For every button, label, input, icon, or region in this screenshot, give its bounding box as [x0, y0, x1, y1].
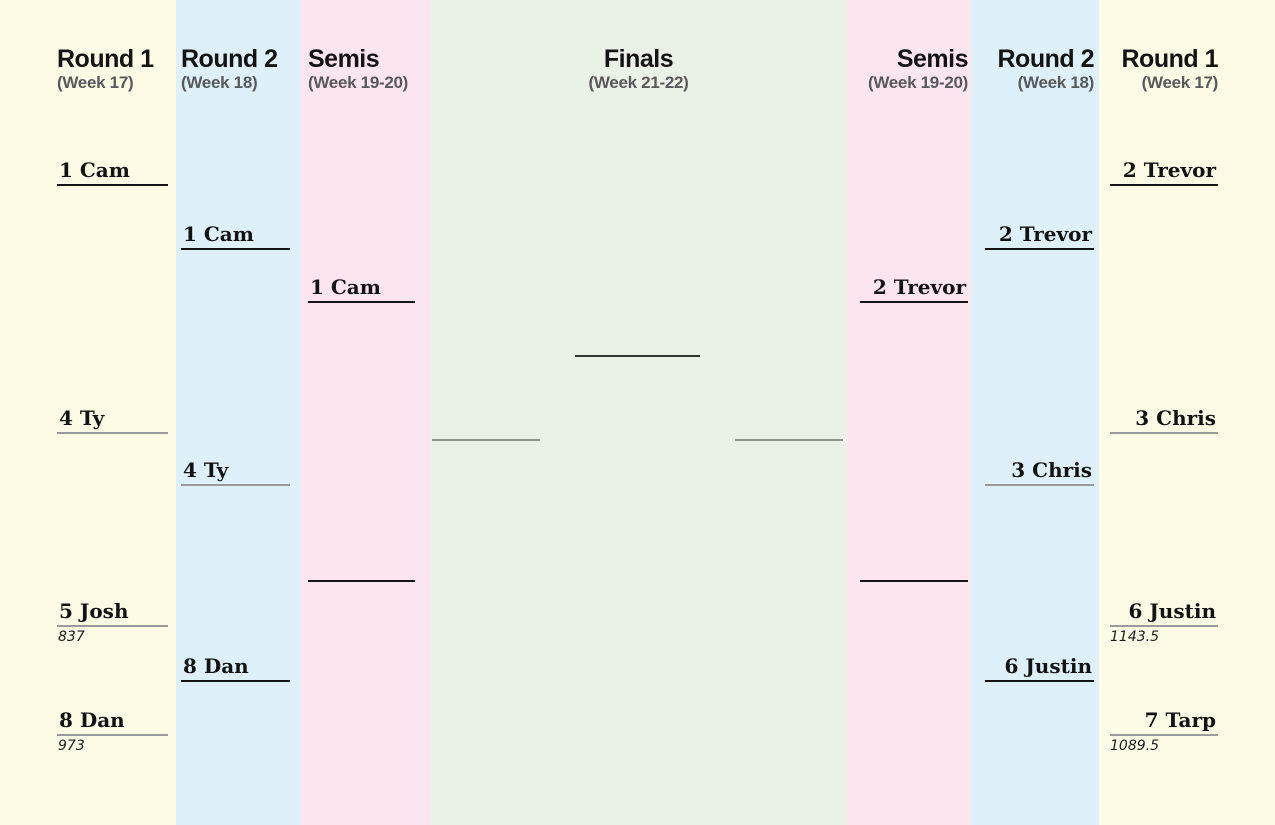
slot-right-r2-trevor-name: 2 Trevor [985, 219, 1094, 250]
header-left-round1-week: (Week 17) [57, 73, 134, 92]
slot-right-r2-chris: 3 Chris [985, 455, 1094, 486]
slot-right-r1-tarp-name: 7 Tarp [1110, 705, 1218, 736]
column-bg-finals [430, 0, 847, 825]
slot-right-r1-justin-score: 1143.5 [1110, 629, 1159, 645]
slot-champion-line [575, 355, 700, 357]
slot-left-r1-ty: 4 Ty [57, 403, 168, 434]
slot-left-r2-cam: 1 Cam [181, 219, 290, 250]
header-right-round1: Round 1 (Week 17) [1060, 45, 1219, 93]
column-bg-left-semis [301, 0, 430, 825]
slot-right-semis-trevor: 2 Trevor [860, 272, 968, 303]
header-finals-title: Finals [603, 45, 674, 73]
slot-left-r2-ty: 4 Ty [181, 455, 290, 486]
slot-right-r1-tarp: 7 Tarp 1089.5 [1110, 705, 1218, 753]
header-finals-week: (Week 21-22) [588, 73, 689, 92]
header-right-semis-week: (Week 19-20) [867, 73, 968, 92]
slot-right-r2-chris-name: 3 Chris [985, 455, 1094, 486]
column-bg-left-round2 [176, 0, 301, 825]
slot-right-r2-justin-name: 6 Justin [985, 651, 1094, 682]
slot-left-r2-dan-name: 8 Dan [181, 651, 290, 682]
slot-left-r2-ty-name: 4 Ty [181, 455, 290, 486]
header-finals: Finals (Week 21-22) [430, 46, 847, 93]
slot-right-r1-trevor-name: 2 Trevor [1110, 155, 1218, 186]
slot-right-r1-justin: 6 Justin 1143.5 [1110, 596, 1218, 644]
header-right-round2-week: (Week 18) [1017, 73, 1095, 92]
slot-left-semis-tbd-line [308, 580, 415, 582]
header-right-round2: Round 2 (Week 18) [936, 45, 1095, 93]
header-left-semis-week: (Week 19-20) [308, 73, 409, 92]
slot-left-r1-dan-score: 973 [58, 738, 85, 754]
column-bg-right-round1 [1099, 0, 1275, 825]
slot-left-finalist-line [432, 439, 540, 441]
slot-left-r1-ty-name: 4 Ty [57, 403, 168, 434]
slot-left-r1-josh-score: 837 [58, 629, 85, 645]
slot-right-r2-justin: 6 Justin [985, 651, 1094, 682]
slot-left-r2-cam-name: 1 Cam [181, 219, 290, 250]
column-bg-left-round1 [0, 0, 176, 825]
header-right-round1-week: (Week 17) [1141, 73, 1219, 92]
header-left-round2: Round 2 (Week 18) [181, 46, 278, 93]
header-left-round1-title: Round 1 [57, 45, 154, 73]
slot-left-r1-josh-name: 5 Josh [57, 596, 168, 627]
column-bg-right-round2 [971, 0, 1099, 825]
slot-right-r1-trevor: 2 Trevor [1110, 155, 1218, 186]
slot-left-r1-dan-name: 8 Dan [57, 705, 168, 736]
header-right-semis: Semis (Week 19-20) [810, 45, 969, 93]
header-left-round2-week: (Week 18) [181, 73, 258, 92]
slot-left-r1-dan: 8 Dan 973 [57, 705, 168, 753]
slot-right-semis-trevor-name: 2 Trevor [860, 272, 968, 303]
header-right-round1-title: Round 1 [1121, 45, 1219, 73]
header-left-round1: Round 1 (Week 17) [57, 46, 154, 93]
slot-right-r1-chris: 3 Chris [1110, 403, 1218, 434]
header-left-semis-title: Semis [308, 45, 380, 73]
header-left-semis: Semis (Week 19-20) [308, 46, 408, 93]
slot-left-semis-cam-name: 1 Cam [308, 272, 415, 303]
column-bg-right-semis [847, 0, 971, 825]
slot-right-r1-justin-name: 6 Justin [1110, 596, 1218, 627]
slot-left-semis-cam: 1 Cam [308, 272, 415, 303]
slot-left-r1-josh: 5 Josh 837 [57, 596, 168, 644]
slot-right-semis-tbd-line [860, 580, 968, 582]
slot-right-finalist-line [735, 439, 843, 441]
slot-right-r1-tarp-score: 1089.5 [1110, 738, 1159, 754]
header-left-round2-title: Round 2 [181, 45, 278, 73]
slot-right-r2-trevor: 2 Trevor [985, 219, 1094, 250]
header-right-semis-title: Semis [896, 45, 969, 73]
slot-right-r1-chris-name: 3 Chris [1110, 403, 1218, 434]
header-right-round2-title: Round 2 [997, 45, 1095, 73]
slot-left-r2-dan: 8 Dan [181, 651, 290, 682]
slot-left-r1-cam-name: 1 Cam [57, 155, 168, 186]
slot-left-r1-cam: 1 Cam [57, 155, 168, 186]
